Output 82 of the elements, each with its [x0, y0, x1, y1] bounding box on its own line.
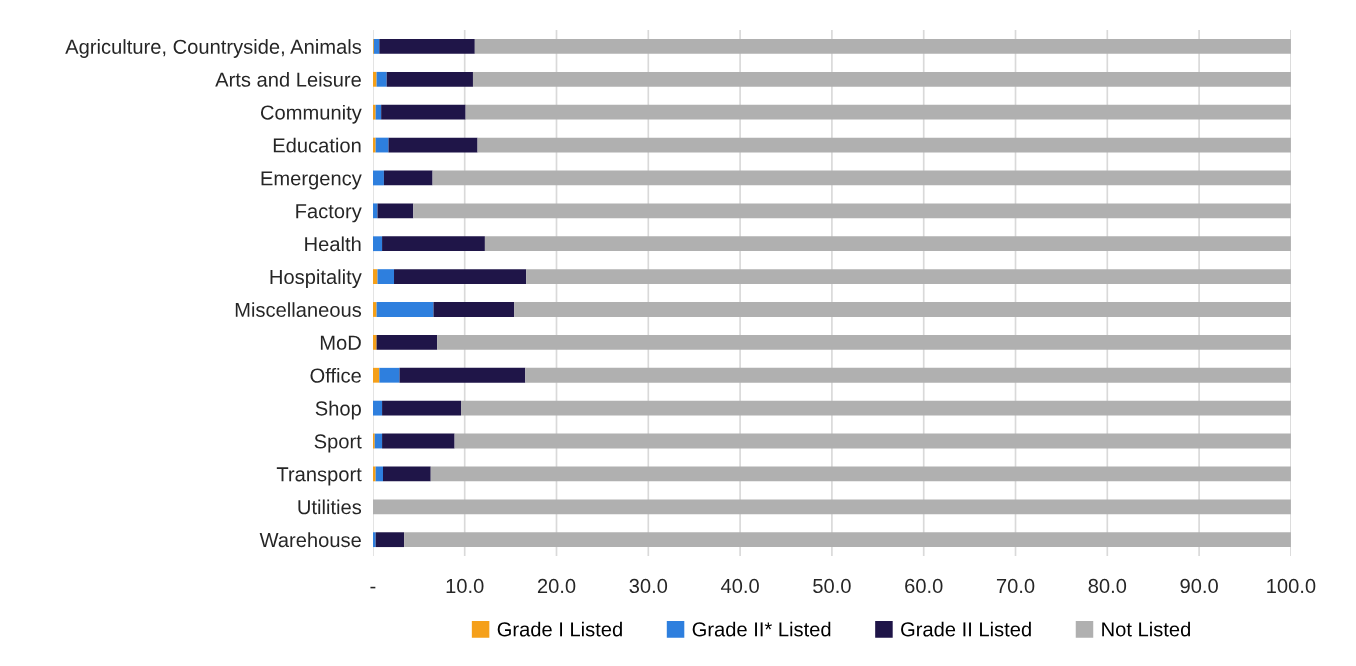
y-tick-label: Miscellaneous: [235, 302, 362, 317]
bar: [379, 367, 400, 383]
bar: [437, 334, 1291, 350]
bar: [383, 170, 433, 186]
bar: [399, 367, 526, 383]
bar: [433, 302, 515, 317]
bar: [372, 466, 376, 482]
x-tick-label: 70.0: [996, 578, 1035, 594]
bar: [372, 334, 377, 350]
legend-label: Grade II Listed: [901, 621, 1031, 637]
bar: [526, 269, 1291, 284]
x-tick-label: 60.0: [905, 578, 943, 594]
bar: [454, 433, 1291, 449]
x-tick-label: 10.0: [446, 578, 484, 594]
bar: [372, 532, 376, 548]
bar: [474, 39, 1291, 54]
bar: [461, 400, 1291, 416]
bar: [375, 104, 382, 120]
bar: [383, 466, 431, 482]
bar: [465, 104, 1291, 120]
bar: [372, 367, 380, 383]
x-tick-label: 40.0: [720, 578, 759, 594]
y-tick-label: Transport: [276, 467, 362, 486]
bar: [376, 334, 438, 350]
bar: [375, 466, 383, 482]
y-tick-label: MoD: [320, 335, 361, 350]
bar: [373, 39, 380, 54]
bar: [372, 104, 376, 120]
bar: [472, 71, 1291, 87]
y-tick-label: Agriculture, Countryside, Animals: [65, 39, 362, 58]
bar: [386, 71, 473, 87]
bar: [372, 499, 1291, 515]
y-tick-label: Education: [273, 137, 361, 153]
bar: [372, 236, 383, 252]
bar: [372, 137, 376, 153]
x-tick-label: 20.0: [537, 578, 576, 594]
y-tick-label: Health: [305, 236, 361, 252]
y-tick-label: Shop: [315, 400, 361, 420]
y-tick-label: Emergency: [261, 171, 362, 190]
legend-label: Grade I Listed: [497, 621, 622, 637]
bar: [376, 71, 387, 87]
bar: [375, 532, 405, 548]
x-tick-label: 30.0: [629, 578, 668, 594]
bar: [377, 203, 414, 219]
x-tick-label: -: [370, 586, 376, 589]
legend-label: Not Listed: [1102, 621, 1190, 637]
y-tick-label: Sport: [314, 434, 362, 453]
bar: [514, 302, 1291, 317]
bar: [382, 400, 462, 416]
y-tick-label: Community: [260, 104, 362, 124]
bar: [432, 170, 1291, 186]
bar: [381, 104, 466, 120]
bar: [372, 302, 377, 317]
bar: [477, 137, 1291, 153]
bar: [377, 269, 395, 284]
bar: [430, 466, 1291, 482]
bar: [376, 302, 434, 317]
bar: [413, 203, 1291, 219]
bar: [394, 269, 527, 284]
bar: [484, 236, 1291, 252]
bar: [372, 71, 377, 87]
y-tick-label: Hospitality: [270, 269, 362, 289]
bar: [382, 433, 455, 449]
y-tick-label: Factory: [296, 204, 362, 223]
bar: [525, 367, 1291, 383]
x-tick-label: 80.0: [1088, 578, 1127, 594]
y-tick-label: Office: [310, 367, 361, 383]
legend-label: Grade II* Listed: [692, 621, 831, 637]
bar: [379, 39, 475, 54]
x-tick-label: 100.0: [1267, 578, 1316, 594]
bar: [374, 433, 383, 449]
bar: [382, 236, 485, 252]
bar: [388, 137, 478, 153]
y-tick-label: Warehouse: [259, 532, 361, 548]
y-tick-label: Arts and Leisure: [215, 72, 361, 87]
bar: [404, 532, 1291, 548]
x-tick-label: 50.0: [813, 578, 851, 594]
y-tick-label: Utilities: [298, 499, 362, 515]
bar: [372, 170, 384, 186]
bar: [375, 137, 389, 153]
bar: [372, 400, 383, 416]
x-tick-label: 90.0: [1180, 578, 1218, 594]
